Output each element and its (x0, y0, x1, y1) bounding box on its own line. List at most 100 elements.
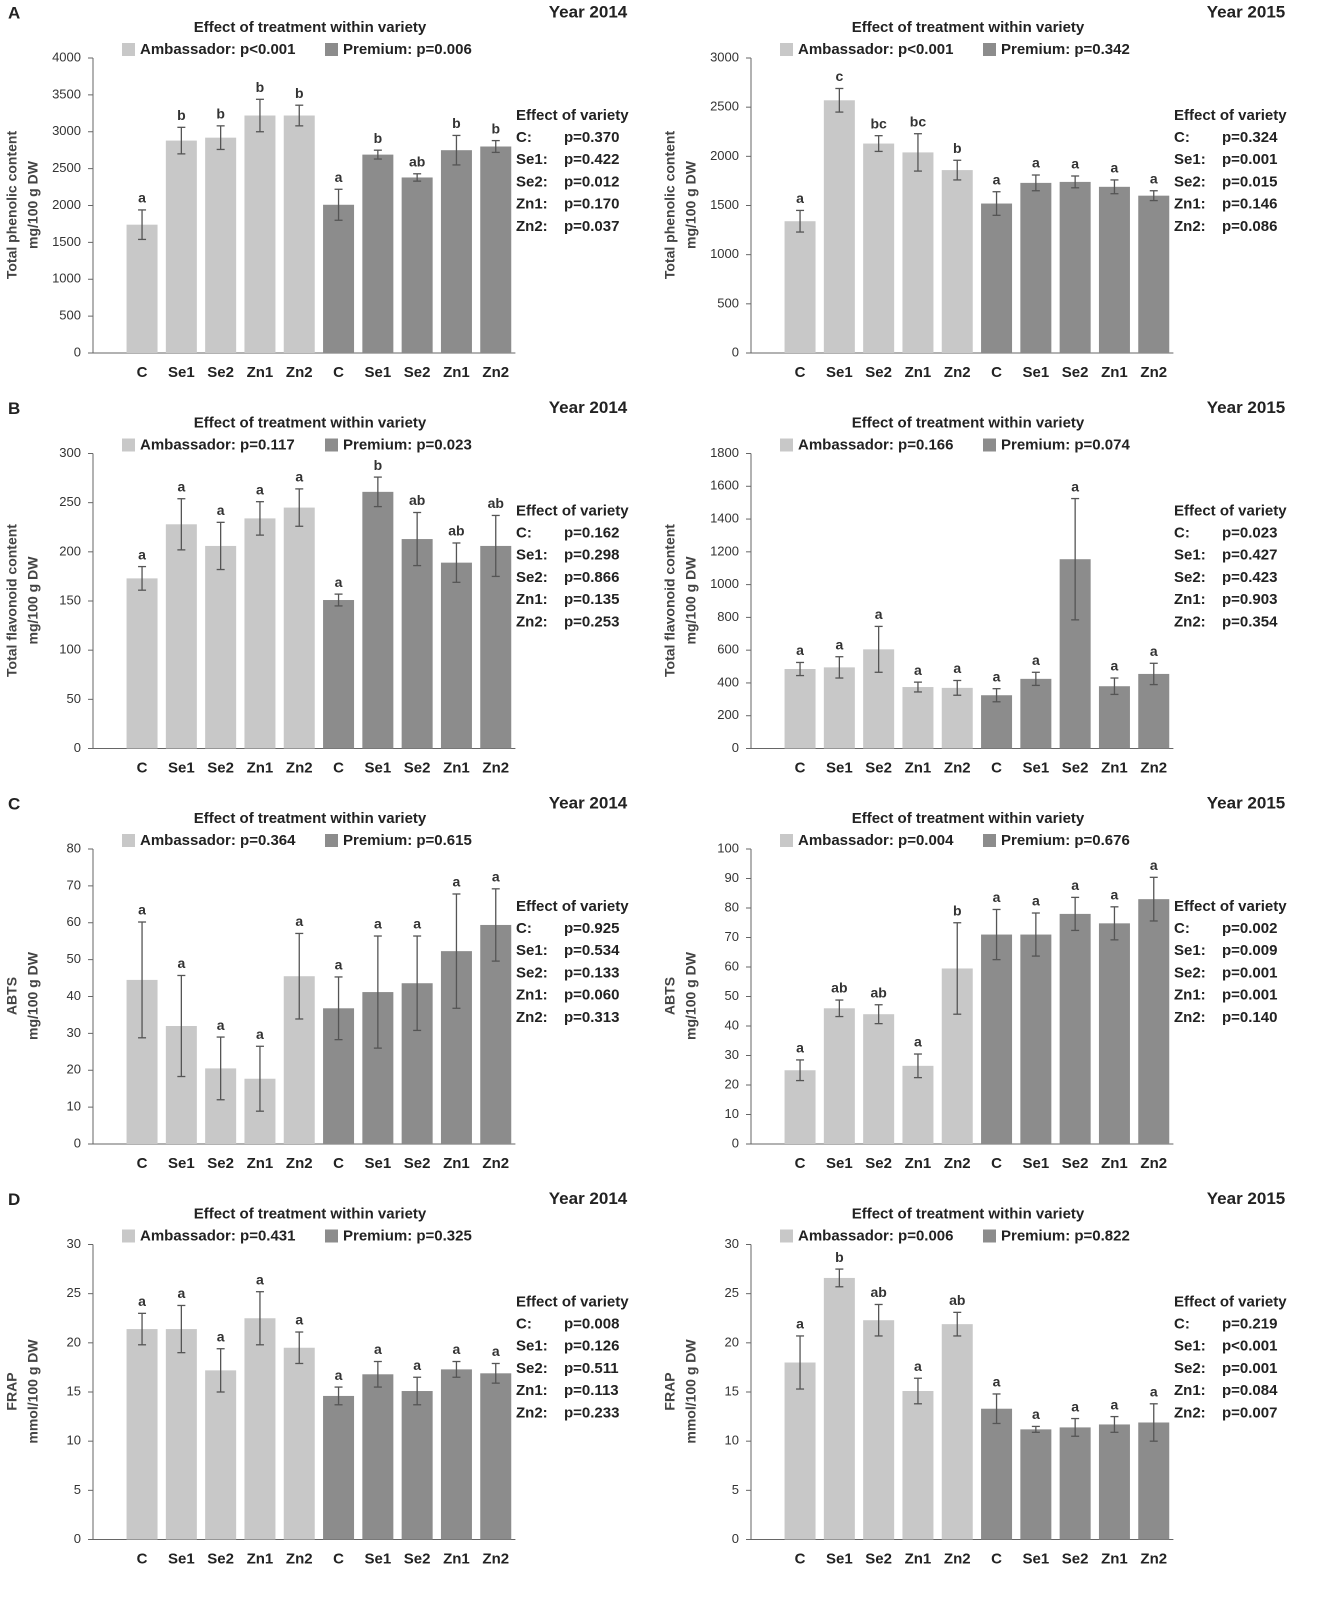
x-tick-label: Se2 (404, 1155, 431, 1172)
bar (244, 518, 276, 749)
bar (480, 146, 512, 353)
variety-p: p=0.140 (1222, 1009, 1277, 1026)
y-axis-label: ABTS (662, 977, 678, 1015)
legend-swatch (122, 438, 135, 452)
legend-swatch (325, 438, 338, 452)
chart-subtitle: Effect of treatment within variety (194, 414, 427, 431)
x-tick-label: Zn2 (944, 364, 971, 381)
significance-letter: a (835, 636, 843, 652)
y-tick-label: 1400 (710, 510, 739, 525)
variety-p: p=0.023 (1222, 524, 1277, 541)
variety-label: Se1: (1174, 1338, 1206, 1355)
bar (823, 1008, 855, 1144)
significance-letter: a (138, 1293, 146, 1309)
x-tick-label: Zn1 (247, 1155, 274, 1172)
bar (244, 115, 276, 354)
bar (941, 687, 973, 749)
x-tick-label: Zn2 (286, 1155, 313, 1172)
x-tick-label: Zn1 (247, 759, 274, 776)
bar (902, 1065, 934, 1144)
y-tick-label: 25 (725, 1285, 739, 1300)
y-tick-label: 250 (59, 494, 81, 509)
bar (244, 1318, 276, 1540)
variety-p: p=0.001 (1222, 1360, 1277, 1377)
variety-p: p=0.423 (1222, 569, 1277, 586)
y-tick-label: 3000 (710, 49, 739, 64)
significance-letter: b (216, 106, 225, 122)
variety-p: p=0.146 (1222, 196, 1277, 213)
significance-letter: a (177, 955, 185, 971)
y-tick-label: 400 (717, 674, 739, 689)
legend-label: Ambassador: p<0.001 (140, 41, 296, 58)
x-tick-label: Se2 (207, 1155, 234, 1172)
y-tick-label: 20 (725, 1334, 739, 1349)
bar (1059, 913, 1091, 1144)
x-tick-label: C (991, 759, 1002, 776)
x-tick-label: Se2 (1062, 364, 1089, 381)
x-tick-label: Se1 (826, 1155, 853, 1172)
panel-letter: B (8, 399, 20, 418)
y-axis-label: Total phenolic content (4, 131, 20, 280)
variety-label: Se1: (516, 151, 548, 168)
x-tick-label: C (333, 1155, 344, 1172)
variety-label: Zn2: (1174, 1009, 1206, 1026)
variety-p: p=0.001 (1222, 151, 1277, 168)
x-tick-label: Zn1 (1101, 759, 1128, 776)
y-tick-label: 4000 (52, 49, 81, 64)
legend-label: Ambassador: p=0.004 (798, 832, 954, 849)
bar (1020, 182, 1052, 353)
variety-p: p=0.370 (564, 129, 619, 146)
chart-panel: Year 2015 Effect of treatment within vari… (662, 1189, 1287, 1567)
y-tick-label: 50 (67, 691, 81, 706)
x-tick-label: Zn2 (944, 1550, 971, 1567)
y-tick-label: 30 (725, 1047, 739, 1062)
x-tick-label: Se2 (404, 364, 431, 381)
y-tick-label: 0 (74, 344, 81, 359)
x-tick-label: Se2 (1062, 759, 1089, 776)
variety-p: p=0.534 (564, 942, 620, 959)
significance-letter: b (256, 79, 265, 95)
x-tick-label: Se1 (168, 759, 195, 776)
x-tick-label: Zn1 (247, 364, 274, 381)
variety-title: Effect of variety (1174, 1293, 1287, 1310)
variety-label: Zn1: (1174, 987, 1206, 1004)
bar (1098, 186, 1130, 353)
bar (401, 539, 433, 749)
legend-label: Ambassador: p=0.364 (140, 832, 296, 849)
x-tick-label: Se2 (207, 759, 234, 776)
y-tick-label: 300 (59, 445, 81, 460)
bar (981, 203, 1013, 353)
significance-letter: a (993, 668, 1001, 684)
significance-letter: bc (870, 115, 887, 131)
significance-letter: ab (949, 1292, 965, 1308)
x-tick-label: Zn2 (1140, 1155, 1167, 1172)
significance-letter: a (914, 662, 922, 678)
bar (784, 221, 816, 353)
significance-letter: a (796, 190, 804, 206)
legend-swatch (122, 43, 135, 56)
significance-letter: a (914, 1358, 922, 1374)
variety-p: p=0.427 (1222, 547, 1277, 564)
x-tick-label: Zn2 (286, 759, 313, 776)
y-tick-label: 60 (725, 958, 739, 973)
significance-letter: a (1111, 658, 1119, 674)
x-tick-label: Se1 (826, 364, 853, 381)
significance-letter: a (177, 478, 185, 494)
variety-label: Se2: (516, 173, 548, 190)
y-axis-label: Total flavonoid content (4, 524, 20, 677)
y-axis-label: FRAP (662, 1372, 678, 1410)
bar (784, 669, 816, 749)
y-tick-label: 25 (67, 1285, 81, 1300)
legend-label: Premium: p=0.342 (1001, 41, 1130, 58)
variety-p: p=0.008 (564, 1315, 619, 1332)
variety-p: p=0.135 (564, 591, 619, 608)
x-tick-label: Zn1 (443, 759, 470, 776)
y-tick-label: 15 (67, 1383, 81, 1398)
legend-swatch (780, 438, 793, 452)
variety-label: Se1: (1174, 942, 1206, 959)
variety-title: Effect of variety (516, 1293, 629, 1310)
bar (440, 150, 472, 353)
x-tick-label: C (137, 759, 148, 776)
bar (362, 154, 394, 353)
y-tick-label: 10 (725, 1433, 739, 1448)
